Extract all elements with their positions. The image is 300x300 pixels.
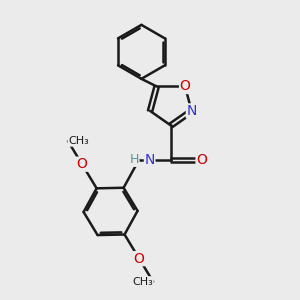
Text: N: N [145, 153, 155, 167]
Text: O: O [180, 80, 190, 94]
Text: CH₃: CH₃ [68, 136, 89, 146]
Text: O: O [76, 157, 87, 171]
Text: H: H [130, 153, 139, 166]
Text: O: O [134, 252, 145, 266]
Text: CH₃: CH₃ [132, 277, 153, 287]
Text: O: O [196, 153, 207, 167]
Text: N: N [186, 104, 197, 118]
